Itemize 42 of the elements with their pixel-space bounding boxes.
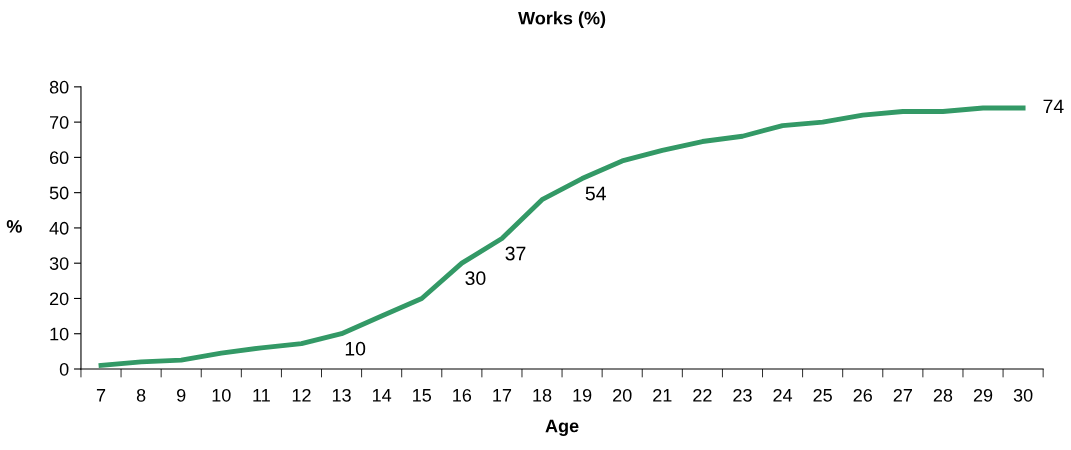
line-series [98,105,1026,368]
x-tick-label: 20 [613,388,632,402]
x-tick-label: 21 [653,388,672,402]
y-tick-label: 20 [49,292,69,306]
x-tick-label: 9 [177,388,186,402]
y-tick-label: 50 [49,186,69,200]
x-tick-label: 23 [733,388,752,402]
x-tick-label: 14 [372,389,392,402]
x-axis-title: Age [545,419,579,436]
x-tick-label: 28 [933,388,953,402]
data-label: 54 [585,186,606,201]
x-tick-label: 26 [853,388,872,402]
data-label: 30 [465,271,486,286]
y-tick-label: 40 [49,221,69,235]
y-axis-title: % [6,220,22,233]
x-tick-label: 18 [533,388,552,402]
x-tick-label: 30 [1013,388,1033,402]
x-tick-label: 19 [573,388,592,402]
x-tick-label: 8 [136,388,146,402]
x-tick-label: 7 [96,389,106,402]
chart-title: Works (%) [518,11,606,29]
x-tick-label: 16 [453,388,472,402]
x-tick-label: 10 [212,388,231,402]
y-tick-label: 0 [59,362,69,376]
x-tick-label: 17 [493,389,512,402]
x-tick-label: 24 [773,388,793,402]
y-tick-label: 70 [50,116,69,129]
y-tick-label: 30 [49,257,69,270]
x-tick-label: 15 [413,389,432,402]
x-tick-label: 11 [253,389,270,402]
data-label: 10 [345,341,366,356]
x-tick-label: 25 [813,388,832,402]
data-label: 74 [1043,99,1064,114]
y-tick-label: 10 [50,327,69,341]
y-tick-label: 80 [49,80,69,94]
x-tick-label: 12 [292,388,311,402]
x-tick-label: 29 [973,388,993,402]
data-label: 37 [505,246,526,261]
x-tick-label: 13 [332,388,351,402]
x-tick-label: 27 [893,388,912,402]
y-tick-label: 60 [50,151,69,165]
x-tick-label: 22 [693,388,712,402]
